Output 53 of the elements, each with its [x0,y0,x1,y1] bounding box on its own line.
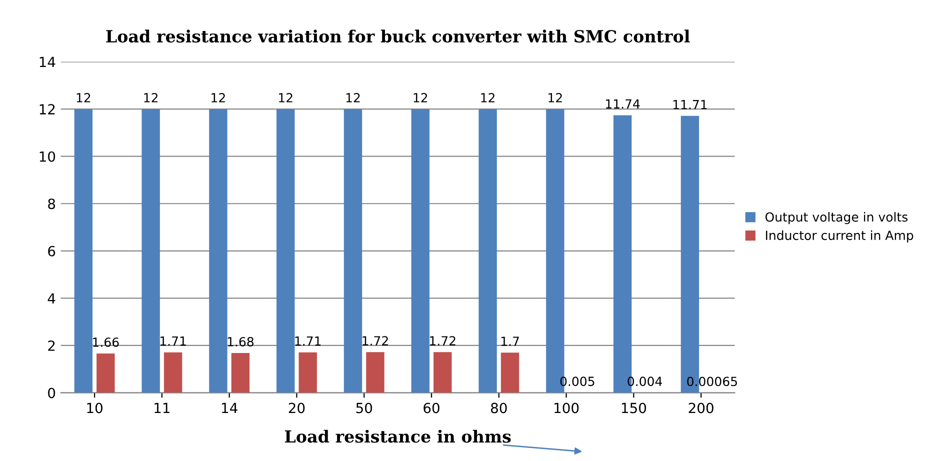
y-tick-label: 12 [40,104,55,114]
x-tick-label: 80 [490,402,507,414]
data-label: 1.7 [501,336,519,346]
y-tick-label: 14 [40,56,56,68]
bar [231,353,250,393]
data-label: 1.68 [228,337,254,346]
bar [478,109,497,393]
x-axis-title: Load resistance in ohms [284,430,511,443]
x-tick-label: 20 [288,402,305,414]
data-label: 11.71 [673,100,707,110]
x-tick-label: 200 [688,402,714,414]
x-tick-label: 11 [154,402,170,414]
data-label: 12 [346,93,360,102]
bar [298,352,317,393]
y-tick-label: 0 [48,388,56,398]
legend-label: Inductor current in Amp [766,230,914,242]
y-tick-label: 6 [48,246,56,256]
data-label: 1.72 [430,336,456,346]
data-label: 12 [76,93,90,102]
bar [434,352,452,393]
bar [142,109,160,393]
x-tick-label: 100 [554,402,579,414]
chart-title: Load resistance variation for buck converter with SMC control [106,30,690,43]
bar [500,352,520,393]
y-tick-label: 10 [40,151,56,162]
data-label: 1.71 [160,336,186,346]
legend-label: Output voltage in volts [765,212,908,224]
data-label: 12 [144,93,158,102]
x-tick-label: 150 [622,402,646,414]
x-tick-label: 10 [87,402,102,414]
bar [74,109,93,393]
bar [164,352,182,393]
bar [366,352,384,393]
data-label: 12 [279,93,292,102]
bar [209,109,228,393]
data-label: 12 [481,93,494,102]
data-label: 12 [212,93,225,102]
data-label: 1.71 [295,336,321,346]
y-tick-label: 2 [48,340,55,351]
x-tick-label: 60 [424,402,440,414]
y-tick-label: 8 [48,198,56,210]
data-label: 12 [414,93,428,102]
data-label: 11.74 [606,99,640,108]
bar [344,109,362,393]
bar [411,109,430,393]
y-tick-label: 4 [48,293,56,304]
bar [96,354,115,393]
data-label: 1.72 [362,336,388,346]
x-tick-label: 50 [356,402,372,414]
data-label: 1.66 [93,337,119,347]
bar [276,109,295,393]
x-tick-label: 14 [222,402,238,414]
data-label: 12 [548,93,562,102]
